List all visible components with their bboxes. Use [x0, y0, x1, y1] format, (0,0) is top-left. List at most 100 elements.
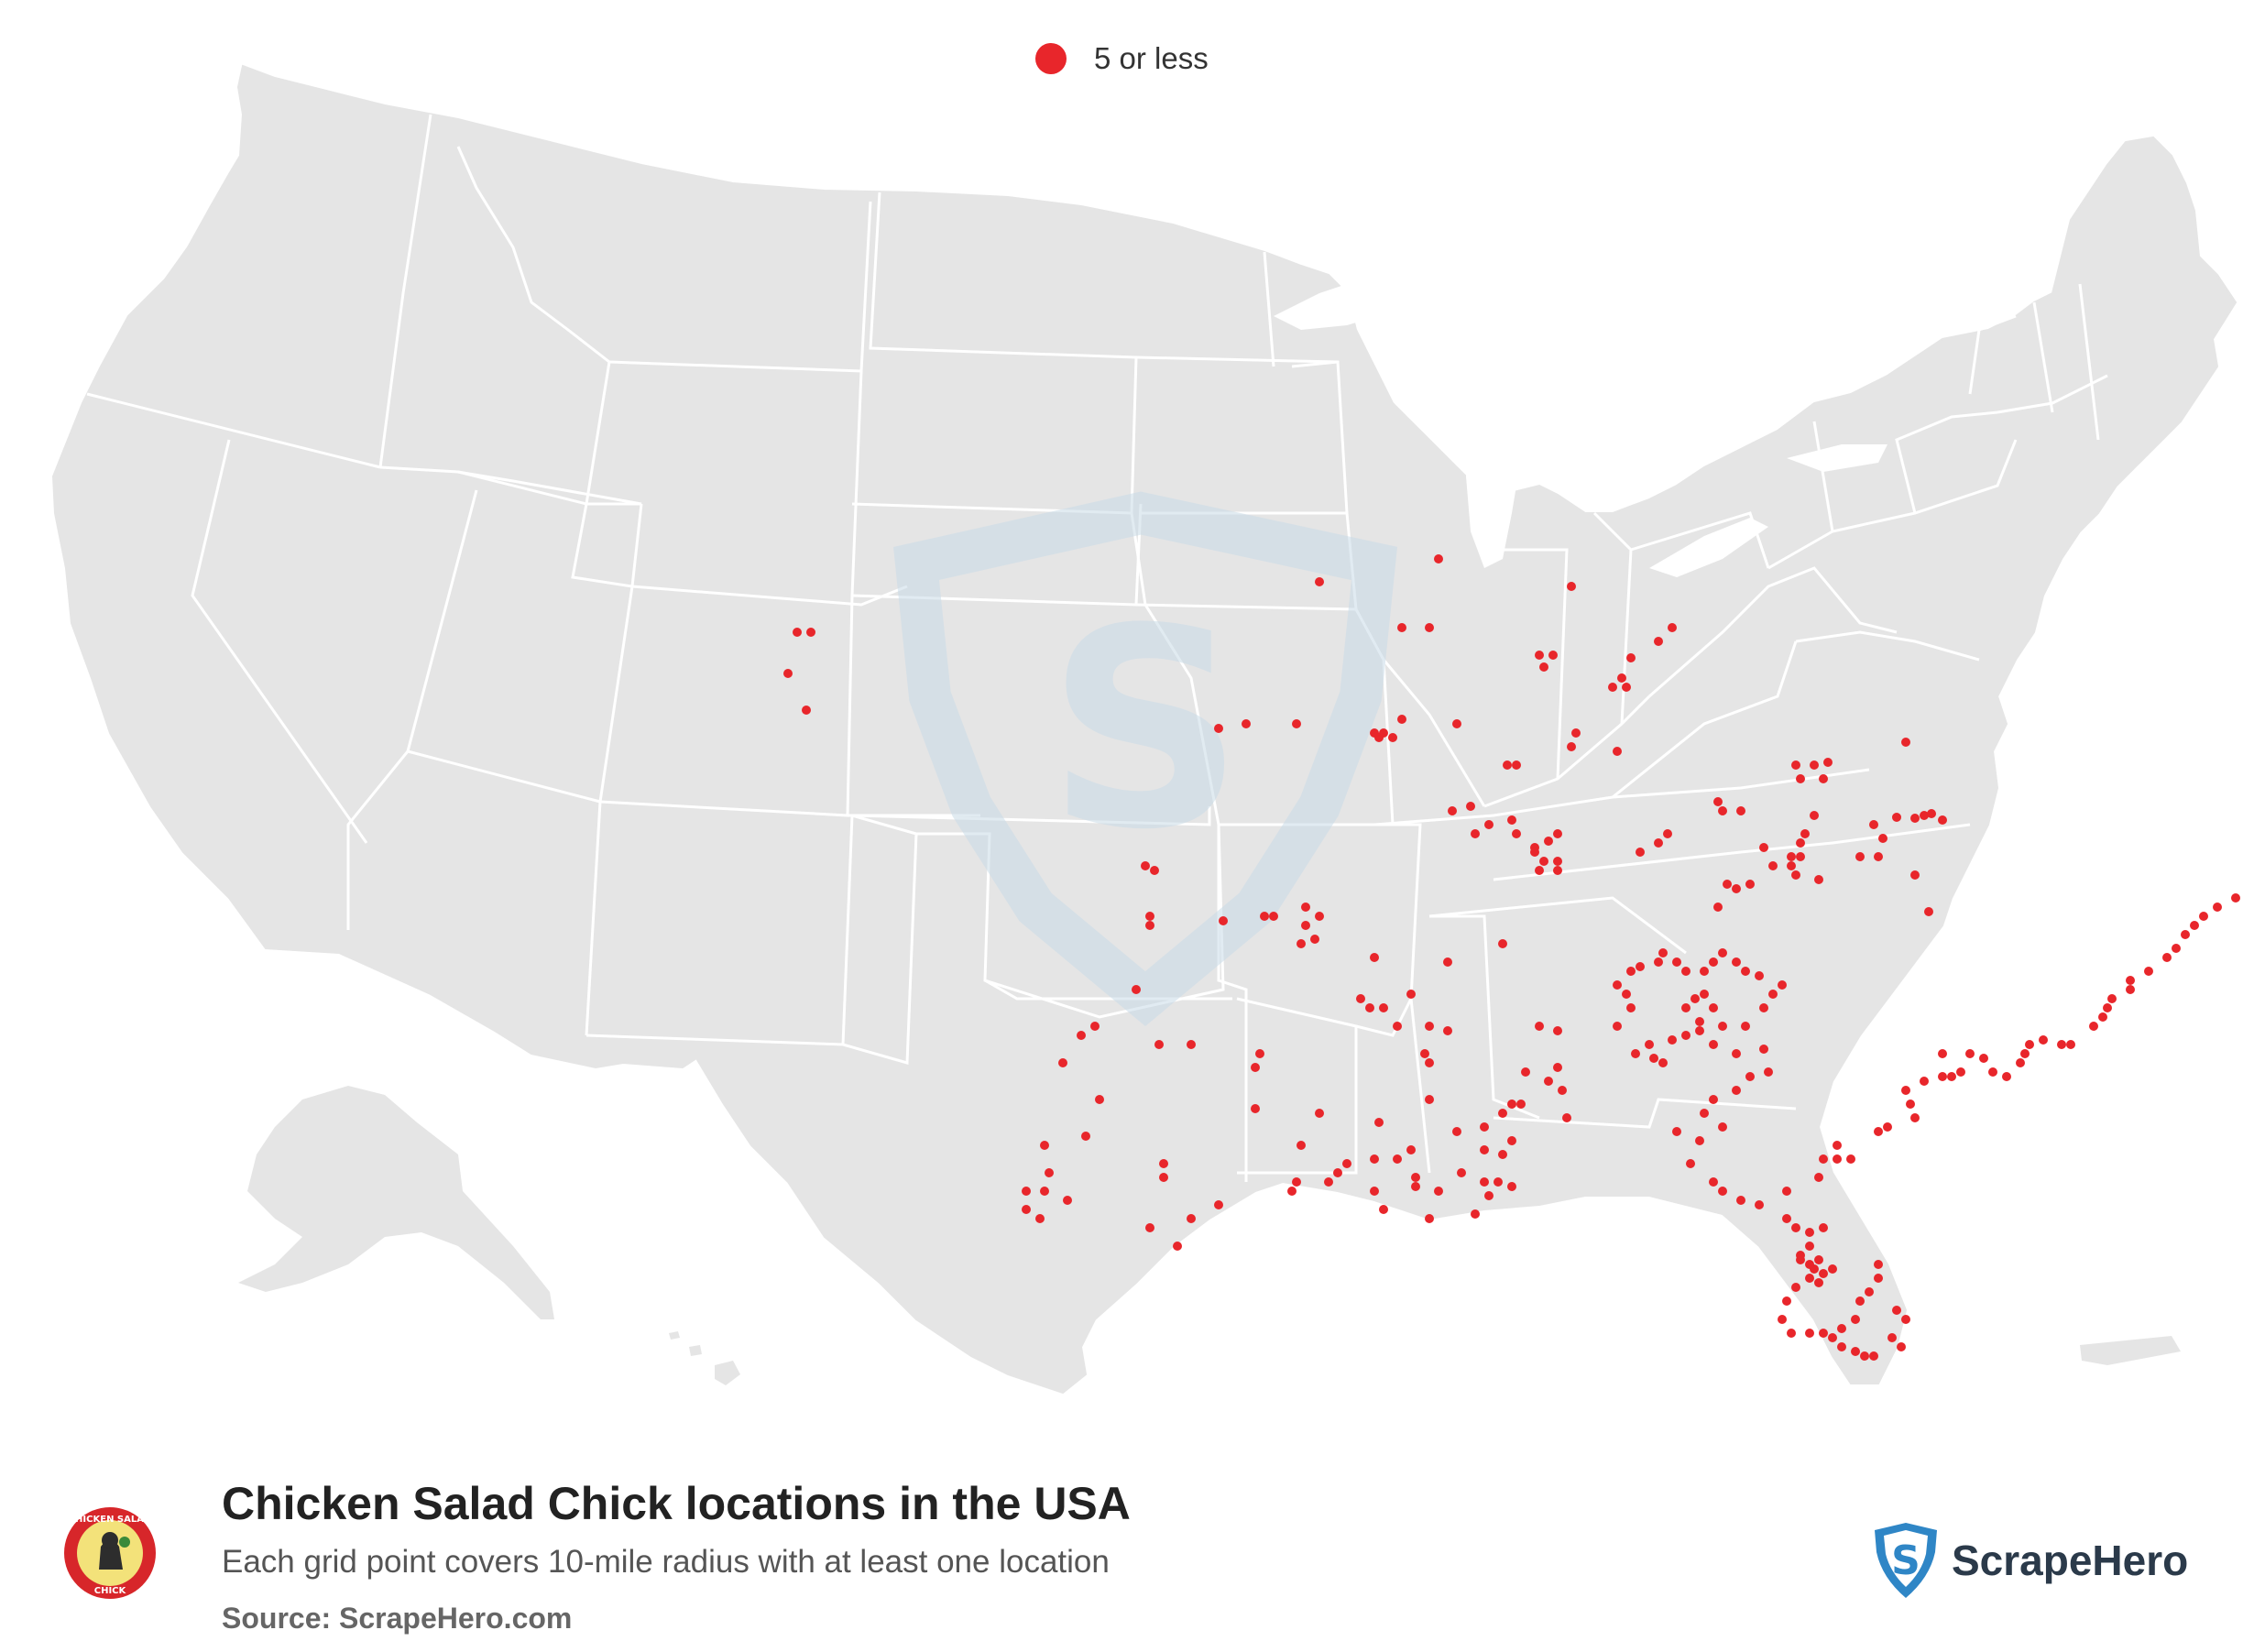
location-marker [1741, 967, 1750, 976]
location-marker [1791, 870, 1800, 880]
location-marker [1379, 1205, 1388, 1214]
location-marker [1901, 1086, 1910, 1095]
location-marker [1755, 971, 1764, 980]
chicken-salad-chick-logo: CHICKEN SALAD CHICK [64, 1507, 156, 1599]
location-marker [1145, 921, 1154, 930]
location-marker [1814, 1278, 1823, 1287]
location-marker [1709, 1177, 1718, 1187]
location-marker [1255, 1049, 1264, 1058]
location-marker [1535, 1022, 1544, 1031]
location-marker [1503, 760, 1512, 770]
legend-label: 5 or less [1094, 41, 1209, 75]
location-marker [1892, 1306, 1901, 1315]
location-marker [1567, 742, 1576, 751]
location-marker [1613, 1022, 1622, 1031]
location-marker [1695, 1017, 1704, 1026]
location-marker [2039, 1035, 2048, 1045]
location-marker [1718, 806, 1727, 815]
location-marker [1530, 848, 1539, 857]
location-marker [1613, 747, 1622, 756]
location-marker [1709, 1003, 1718, 1012]
location-marker [1553, 1026, 1562, 1035]
location-marker [1979, 1054, 1988, 1063]
location-marker [1095, 1095, 1104, 1104]
location-marker [1544, 837, 1553, 846]
location-marker [1484, 1191, 1494, 1200]
location-marker [1045, 1168, 1054, 1177]
lake-erie [1649, 518, 1768, 577]
location-marker [1897, 1342, 1906, 1351]
location-marker [1516, 1100, 1526, 1109]
location-marker [1370, 728, 1379, 738]
location-marker [1365, 1003, 1374, 1012]
location-marker [1988, 1067, 1997, 1077]
location-marker [1718, 1022, 1727, 1031]
location-marker [1846, 1154, 1855, 1164]
location-marker [1920, 811, 1929, 820]
location-marker [1800, 829, 1810, 838]
location-marker [1562, 1113, 1571, 1122]
location-marker [1700, 990, 1709, 999]
location-marker [1159, 1159, 1168, 1168]
location-marker [1787, 852, 1796, 861]
location-marker [1938, 815, 1947, 825]
location-marker [1736, 1196, 1745, 1205]
location-marker [1457, 1168, 1466, 1177]
location-marker [1494, 1177, 1503, 1187]
location-marker [1787, 1329, 1796, 1338]
location-marker [1553, 829, 1562, 838]
location-marker [1301, 921, 1310, 930]
location-marker [1709, 1040, 1718, 1049]
location-marker [1805, 1228, 1814, 1237]
location-marker [1668, 623, 1677, 632]
location-marker [1695, 1026, 1704, 1035]
location-marker [1090, 1022, 1100, 1031]
location-marker [1805, 1260, 1814, 1269]
location-marker [1681, 1031, 1690, 1040]
location-marker [1810, 760, 1819, 770]
location-marker [1626, 967, 1636, 976]
location-marker [1791, 1223, 1800, 1232]
map-legend: 5 or less [1035, 37, 1209, 81]
location-marker [1796, 1251, 1805, 1260]
location-marker [793, 628, 802, 637]
location-marker [1040, 1141, 1049, 1150]
location-marker [1828, 1264, 1837, 1274]
location-marker [1927, 809, 1936, 818]
location-marker [1833, 1154, 1842, 1164]
location-marker [1370, 1154, 1379, 1164]
location-marker [1521, 1067, 1530, 1077]
location-marker [1626, 653, 1636, 662]
location-marker [1145, 1223, 1154, 1232]
location-marker [1374, 1118, 1384, 1127]
us-map: S [51, 64, 2240, 1395]
scrapehero-watermark: S [893, 491, 1397, 1026]
location-marker [1315, 1109, 1324, 1118]
location-marker [1333, 1168, 1342, 1177]
location-marker [1700, 967, 1709, 976]
location-marker [1764, 1067, 1773, 1077]
scrapehero-brand[interactable]: S ScrapeHero [1869, 1521, 2188, 1600]
location-marker [1626, 1003, 1636, 1012]
location-marker [1411, 1173, 1420, 1182]
location-marker [1397, 623, 1406, 632]
location-marker [1484, 820, 1494, 829]
location-marker [1063, 1196, 1072, 1205]
location-marker [1251, 1104, 1260, 1113]
location-marker [2089, 1022, 2098, 1031]
location-marker [1132, 985, 1141, 994]
lake-huron [1558, 339, 1658, 476]
location-marker [1370, 1187, 1379, 1196]
location-marker [1471, 829, 1480, 838]
location-marker [1814, 875, 1823, 884]
location-marker [1869, 820, 1878, 829]
location-marker [1448, 806, 1457, 815]
location-marker [1214, 1200, 1223, 1209]
lake-ontario [1787, 444, 1887, 472]
source-label: Source: ScrapeHero.com [222, 1602, 573, 1635]
location-marker [1718, 1187, 1727, 1196]
location-marker [1622, 683, 1631, 692]
location-marker [2016, 1058, 2025, 1067]
location-marker [1956, 1067, 1965, 1077]
location-marker [1535, 866, 1544, 875]
